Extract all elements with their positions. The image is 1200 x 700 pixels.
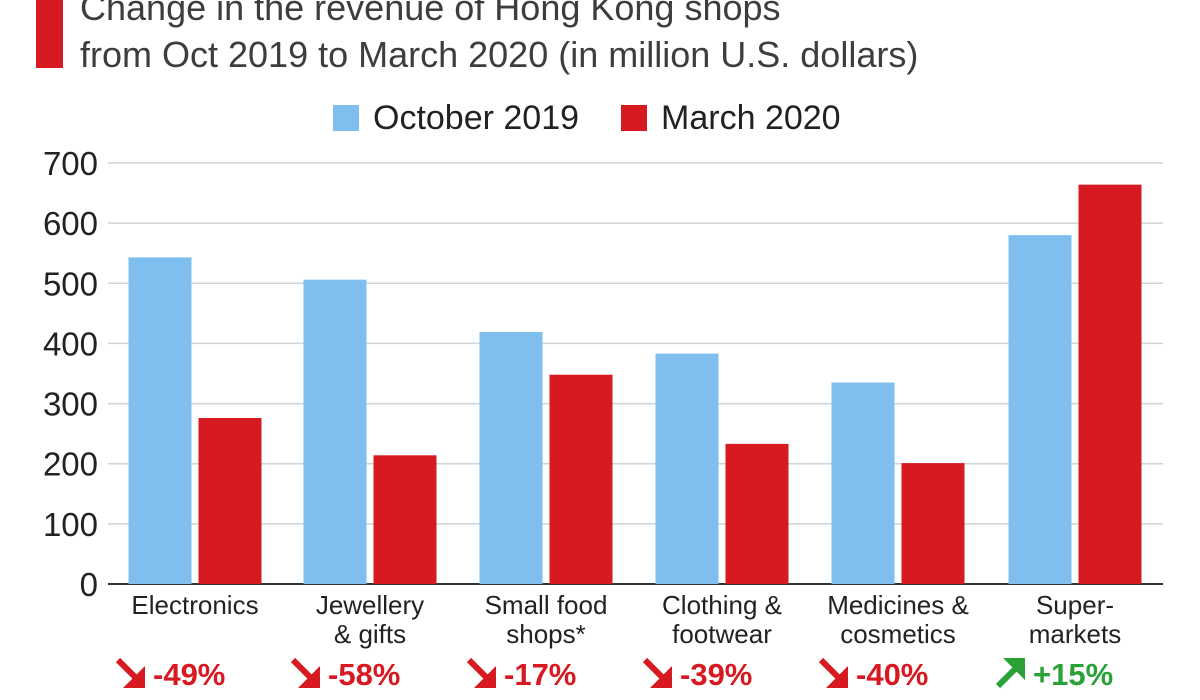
category-label-2-0: Small food bbox=[485, 590, 608, 620]
legend-item-october-2019: October 2019 bbox=[333, 99, 579, 138]
arrow-up-right-icon bbox=[995, 658, 1025, 689]
y-tick-label-500: 500 bbox=[43, 265, 98, 302]
bar-march-2020-2 bbox=[549, 374, 613, 584]
arrow-down-right-icon bbox=[115, 657, 145, 688]
legend-swatch-march-2020 bbox=[621, 105, 648, 131]
change-label-1: -58% bbox=[328, 657, 400, 692]
change-label-3: -39% bbox=[680, 657, 752, 692]
legend: October 2019 March 2020 bbox=[333, 99, 883, 138]
legend-item-march-2020: March 2020 bbox=[621, 99, 841, 138]
change-label-0: -49% bbox=[153, 657, 225, 692]
y-tick-label-100: 100 bbox=[43, 506, 98, 543]
y-tick-label-0: 0 bbox=[80, 566, 98, 603]
category-label-0-0: Electronics bbox=[131, 590, 258, 620]
category-label-1-1: & gifts bbox=[334, 619, 406, 649]
arrow-down-right-icon bbox=[642, 657, 672, 688]
legend-label-march-2020: March 2020 bbox=[661, 98, 841, 137]
bar-october-2019-0 bbox=[128, 257, 192, 584]
y-tick-label-300: 300 bbox=[43, 386, 98, 423]
category-label-2-1: shops* bbox=[506, 619, 586, 649]
arrow-down-right-icon bbox=[466, 657, 496, 688]
arrow-down-right-icon bbox=[818, 657, 848, 688]
category-label-3-0: Clothing & bbox=[662, 590, 782, 620]
legend-label-october-2019: October 2019 bbox=[373, 98, 580, 137]
legend-swatch-october-2019 bbox=[333, 105, 359, 131]
title-accent-bar bbox=[36, 0, 63, 68]
category-label-1-0: Jewellery bbox=[316, 590, 424, 620]
bar-october-2019-3 bbox=[655, 353, 719, 584]
y-tick-label-400: 400 bbox=[43, 325, 98, 362]
bar-march-2020-1 bbox=[373, 455, 437, 584]
change-label-5: +15% bbox=[1033, 657, 1113, 692]
bar-october-2019-2 bbox=[479, 332, 543, 584]
bar-october-2019-4 bbox=[831, 382, 895, 584]
change-label-2: -17% bbox=[504, 657, 576, 692]
chart-title: Change in the revenue of Hong Kong shops bbox=[80, 0, 781, 28]
category-label-4-0: Medicines & bbox=[827, 590, 969, 620]
bar-march-2020-4 bbox=[901, 463, 965, 584]
change-label-4: -40% bbox=[856, 657, 928, 692]
y-tick-label-200: 200 bbox=[43, 446, 98, 483]
bar-october-2019-5 bbox=[1008, 235, 1072, 584]
bar-march-2020-3 bbox=[725, 443, 789, 584]
bar-march-2020-5 bbox=[1078, 184, 1142, 584]
category-label-4-1: cosmetics bbox=[840, 619, 956, 649]
category-label-5-1: markets bbox=[1029, 619, 1121, 649]
bar-october-2019-1 bbox=[303, 279, 367, 584]
chart-subtitle: from Oct 2019 to March 2020 (in million … bbox=[80, 34, 919, 75]
category-label-3-1: footwear bbox=[672, 619, 772, 649]
y-tick-label-700: 700 bbox=[43, 145, 98, 182]
category-label-5-0: Super- bbox=[1036, 590, 1114, 620]
arrow-down-right-icon bbox=[290, 657, 320, 688]
bar-march-2020-0 bbox=[198, 418, 262, 584]
y-tick-label-600: 600 bbox=[43, 205, 98, 242]
